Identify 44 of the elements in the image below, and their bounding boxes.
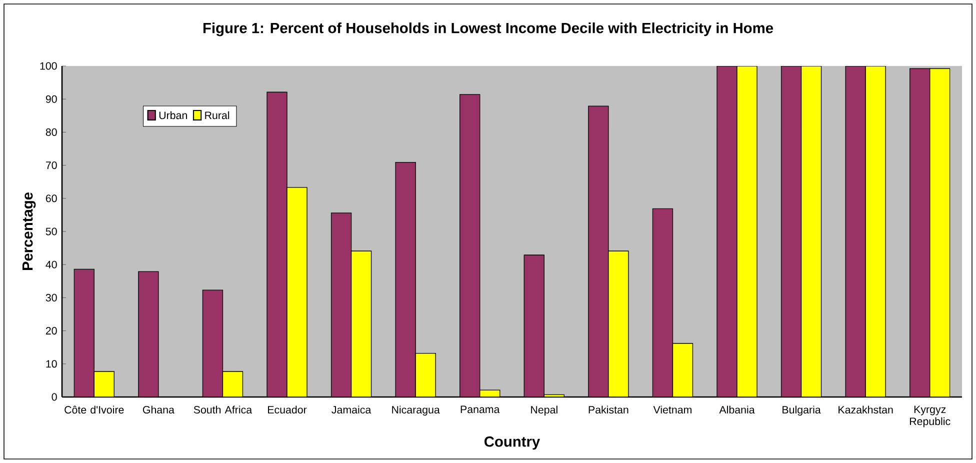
bar bbox=[910, 68, 930, 397]
y-tick-label: 60 bbox=[46, 194, 57, 202]
y-tick-label: 20 bbox=[46, 327, 57, 335]
y-axis-title: Percentage bbox=[22, 192, 36, 270]
legend-label: Urban bbox=[159, 111, 187, 120]
bar bbox=[138, 271, 159, 397]
x-axis-title: Country bbox=[484, 436, 540, 450]
y-tick-label: 0 bbox=[52, 393, 57, 401]
x-tick-label: Nicaragua bbox=[392, 406, 440, 416]
x-tick-label: Panama bbox=[460, 406, 500, 414]
y-tick-label: 50 bbox=[46, 228, 57, 236]
bar bbox=[845, 66, 866, 397]
x-tick-label: Albania bbox=[719, 406, 755, 414]
bar bbox=[330, 212, 352, 397]
bar bbox=[460, 94, 480, 397]
y-tick-label: 40 bbox=[46, 260, 57, 268]
x-tick-label: Jamaica bbox=[332, 406, 372, 414]
y-tick-label: 80 bbox=[46, 128, 57, 136]
x-tick-label: Kazakhstan bbox=[838, 406, 893, 414]
bar bbox=[780, 66, 802, 397]
bar bbox=[395, 162, 416, 397]
x-tick-label: Vietnam bbox=[653, 406, 692, 414]
x-tick-label: Ghana bbox=[142, 406, 174, 414]
y-tick-label: 100 bbox=[40, 62, 57, 70]
bar bbox=[716, 66, 738, 397]
bar bbox=[652, 208, 674, 397]
y-tick-label: 30 bbox=[46, 294, 57, 302]
x-tick-label: Côte d'Ivoire bbox=[64, 406, 124, 414]
bar bbox=[524, 254, 544, 397]
x-tick-label: Ecuador bbox=[268, 406, 307, 414]
x-tick-label: Pakistan bbox=[588, 406, 628, 414]
x-tick-label: Kyrgyz Republic bbox=[910, 406, 950, 428]
bar bbox=[74, 268, 94, 397]
chart-title: Figure 1: Percent of Households in Lowest Income Decile with Electricity in Home bbox=[203, 22, 774, 36]
legend-label: Rural bbox=[205, 111, 230, 120]
x-tick-label: Nepal bbox=[531, 406, 558, 416]
bar bbox=[588, 106, 609, 397]
x-tick-label: Bulgaria bbox=[782, 406, 821, 416]
y-tick-label: 90 bbox=[46, 95, 57, 103]
x-tick-label: South Africa bbox=[194, 406, 252, 414]
bar bbox=[202, 290, 224, 397]
bar bbox=[266, 92, 288, 397]
y-tick-label: 70 bbox=[46, 162, 57, 170]
y-tick-label: 10 bbox=[46, 360, 57, 368]
